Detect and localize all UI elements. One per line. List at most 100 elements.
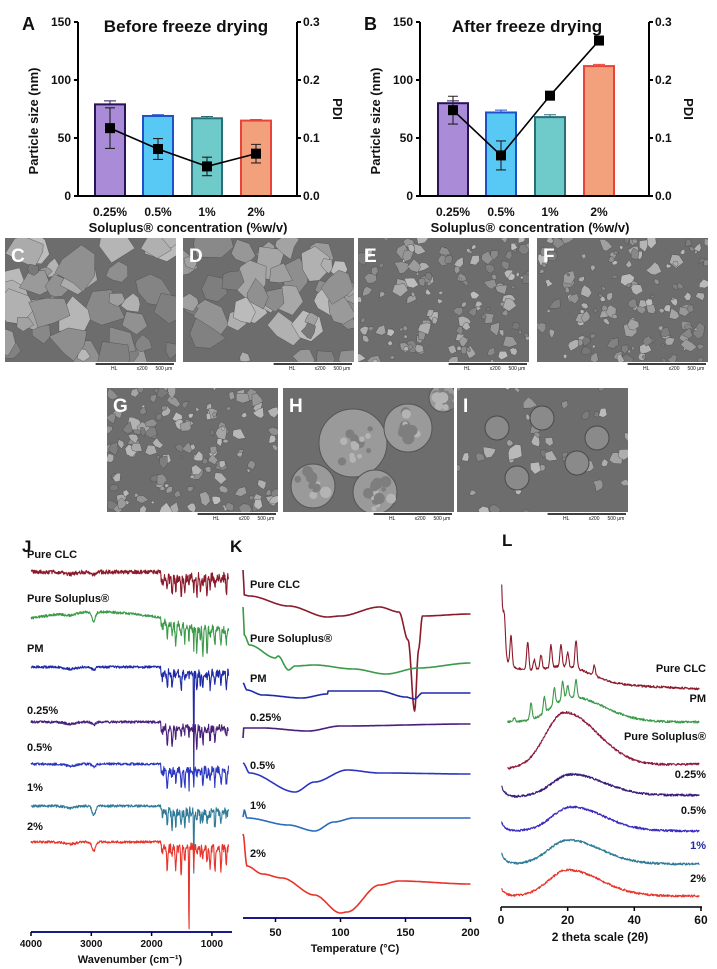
sem-particle <box>247 460 256 470</box>
sem-particle <box>525 271 529 276</box>
panel-label: K <box>230 537 243 556</box>
sem-particle <box>518 238 526 244</box>
sem-particle <box>238 503 253 512</box>
sem-particle <box>363 273 377 284</box>
sem-particle <box>592 479 604 493</box>
sem-particle <box>510 285 516 289</box>
sem-particle <box>156 388 170 399</box>
sem-particle <box>27 263 39 276</box>
y2-tick-label: 0.3 <box>303 15 320 29</box>
sem-texture-dot <box>307 469 314 477</box>
sem-particle <box>671 283 679 291</box>
sem-particle <box>522 508 531 512</box>
sem-particle <box>601 458 609 467</box>
sem-particle <box>511 322 521 330</box>
sem-particle <box>540 247 549 257</box>
sem-particle <box>502 335 519 348</box>
sem-particle <box>414 343 425 353</box>
sem-particle <box>566 272 571 277</box>
x-tick-label: 150 <box>396 927 414 939</box>
sem-particle <box>506 439 514 447</box>
sem-particle <box>406 294 417 304</box>
sem-particle <box>581 410 590 420</box>
sem-particle <box>167 388 176 400</box>
sem-particle <box>599 239 613 252</box>
sem-particle <box>561 451 568 459</box>
sem-particle <box>502 297 517 312</box>
sem-particle <box>221 270 245 291</box>
sem-particle <box>620 344 629 355</box>
sem-particle <box>484 263 496 274</box>
sem-particle <box>486 346 496 357</box>
y-axis-label: Particle size (nm) <box>26 68 41 175</box>
sem-texture-dot <box>386 493 397 504</box>
panel-label: A <box>22 14 35 34</box>
sem-particle <box>540 449 548 459</box>
sem-particle <box>611 314 618 319</box>
panel-label: E <box>364 246 377 267</box>
sem-particle <box>155 413 163 421</box>
bar <box>583 65 615 197</box>
sem-particle <box>567 339 579 352</box>
sem-particle <box>320 258 333 274</box>
sem-particle <box>386 328 395 337</box>
x-tick-label: 0.25% <box>436 205 470 219</box>
sem-particle <box>233 296 256 324</box>
sem-particle <box>475 301 484 308</box>
sem-particle <box>271 443 278 452</box>
ftir-trace <box>30 665 230 784</box>
sem-scale-label: 500 μm <box>333 366 350 372</box>
sem-particle <box>561 238 574 245</box>
sem-particle <box>265 489 272 496</box>
axes <box>419 22 650 197</box>
dsc-trace <box>242 723 471 739</box>
sem-particle <box>107 425 113 435</box>
sem-particle <box>497 351 509 361</box>
sem-particle <box>641 355 647 360</box>
sem-particle <box>494 284 508 295</box>
sem-particle <box>698 257 706 264</box>
sem-particle <box>246 278 269 310</box>
sem-particle <box>407 243 415 253</box>
sem-texture <box>183 238 354 362</box>
sem-particle <box>509 347 518 356</box>
sem-particle <box>469 255 480 266</box>
sem-particle <box>301 246 330 282</box>
sem-texture-dot <box>401 409 411 419</box>
sem-texture <box>107 388 278 512</box>
panel-label: L <box>502 531 512 550</box>
sem-image-g: HL x200 500 μm G <box>107 388 278 522</box>
sem-particle <box>481 314 487 320</box>
series-label: 0.25% <box>675 769 706 781</box>
series-label: PM <box>27 643 44 655</box>
x-tick-label: 2000 <box>140 939 163 950</box>
sem-particle <box>678 306 690 317</box>
sem-particle <box>189 317 227 349</box>
sem-particle <box>681 327 693 339</box>
sem-particle <box>537 322 546 334</box>
sem-particle <box>424 272 433 281</box>
sem-particle <box>402 325 408 332</box>
sem-particle <box>166 394 181 408</box>
sem-particle <box>461 452 470 462</box>
dsc-trace <box>242 762 471 793</box>
sem-texture <box>457 388 628 512</box>
sem-particle <box>136 388 144 394</box>
sem-particle <box>393 261 410 274</box>
sem-mode-label: HL <box>111 366 118 372</box>
xrd-trace <box>507 678 700 724</box>
sem-particle <box>232 428 246 440</box>
sem-info-bar <box>457 512 628 522</box>
pdi-marker <box>153 144 163 155</box>
sem-particle <box>627 318 640 331</box>
y-tick-label: 150 <box>393 15 413 29</box>
sem-particle <box>371 358 379 362</box>
sem-particle <box>403 334 408 339</box>
sem-magnification: x200 <box>669 366 680 372</box>
sem-particle <box>447 356 459 362</box>
sem-texture-dot <box>359 436 365 442</box>
sem-texture-dot <box>349 434 359 443</box>
sem-particle <box>404 277 419 289</box>
sem-particle <box>212 388 217 392</box>
